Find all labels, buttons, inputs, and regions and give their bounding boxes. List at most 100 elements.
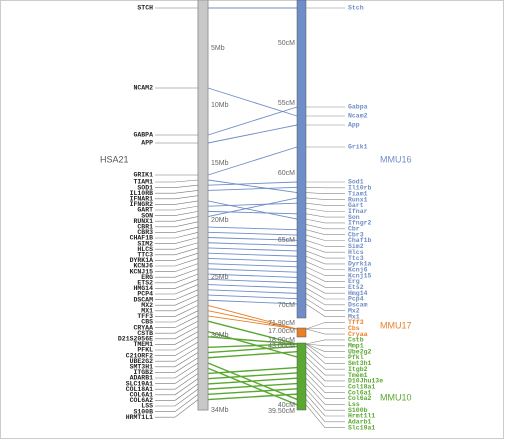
right-gene-tick — [305, 346, 345, 364]
left-gene-tick — [155, 352, 199, 368]
right-gene-tick — [305, 234, 345, 241]
right-gene-label: Sim2 — [348, 243, 364, 250]
left-gene-tick — [155, 268, 199, 278]
left-gene-tick — [155, 200, 199, 205]
homology-link — [207, 186, 298, 191]
right-gene-label: Dyrk1a — [348, 261, 372, 268]
right-gene-tick — [305, 287, 345, 300]
right-gene-tick — [305, 393, 345, 417]
right-gene-label: Cstb — [348, 337, 364, 344]
right-gene-label: Son — [348, 214, 360, 221]
right-gene-label: Pcp4 — [348, 296, 364, 303]
right-gene-label: Cbr — [348, 226, 360, 233]
right-gene-label: Sod1 — [348, 179, 364, 186]
right-gene-label: Chaf1b — [348, 237, 372, 244]
left-gene-label: CBR1 — [137, 224, 153, 231]
left-scale-label: 30Mb — [211, 332, 229, 339]
right-scale-label: 40cM — [278, 402, 295, 409]
right-scale-label: 39.50cM — [268, 408, 295, 415]
left-scale-label: 20Mb — [211, 217, 229, 224]
left-gene-label: ETS2 — [137, 280, 153, 287]
left-gene-tick — [155, 341, 199, 356]
right-gene-label: Smt3h1 — [348, 360, 372, 367]
right-gene-label: Cbs — [348, 325, 360, 332]
left-gene-tick — [155, 258, 199, 267]
left-gene-label: SON — [141, 212, 153, 219]
right-gene-tick — [305, 372, 345, 393]
right-gene-label: Lss — [348, 401, 360, 408]
left-gene-label: CRYAA — [133, 324, 153, 331]
left-gene-label: HMG14 — [133, 285, 153, 292]
left-gene-tick — [155, 399, 199, 418]
left-gene-tick — [155, 263, 199, 272]
homology-link — [207, 336, 298, 345]
right-gene-label: Ifngr2 — [348, 220, 372, 227]
left-gene-label: CHAF1B — [130, 235, 154, 242]
right-gene-label: Erg — [348, 278, 360, 285]
left-gene-label: COL6A2 — [130, 397, 154, 404]
left-gene-label: RUNX1 — [133, 218, 153, 225]
homology-link — [207, 330, 298, 358]
homology-link — [207, 367, 298, 406]
right-gene-tick — [305, 351, 345, 370]
left-gene-label: GART — [137, 207, 153, 214]
left-gene-tick — [155, 247, 199, 256]
right-segment-bar — [296, 327, 307, 338]
right-chromosome-name: MMU16 — [380, 154, 412, 164]
left-gene-label: IFNAR1 — [130, 196, 154, 203]
left-gene-label: UBE2G2 — [130, 358, 154, 365]
right-gene-tick — [305, 378, 345, 399]
homology-link — [207, 388, 298, 396]
left-gene-tick — [155, 362, 199, 379]
left-gene-label: COL6A1 — [130, 392, 154, 399]
right-gene-label: Tiam1 — [348, 190, 368, 197]
left-gene-tick — [155, 289, 199, 300]
left-gene-tick — [155, 242, 199, 250]
right-scale-label: 55cM — [278, 100, 295, 107]
left-gene-label: IFNGR2 — [130, 201, 154, 208]
right-gene-tick — [305, 383, 345, 405]
right-gene-tick — [305, 250, 345, 259]
right-gene-tick — [305, 328, 345, 335]
right-gene-label: Ets2 — [348, 284, 364, 291]
homology-link — [207, 289, 298, 294]
left-gene-tick — [155, 184, 199, 188]
right-gene-tick — [305, 192, 345, 194]
right-gene-label: Itgb2 — [348, 366, 368, 373]
right-gene-tick — [305, 343, 345, 347]
left-gene-tick — [155, 237, 199, 244]
left-gene-tick — [155, 190, 199, 194]
right-gene-tick — [305, 187, 345, 189]
right-gene-label: Slc19a1 — [348, 424, 375, 431]
left-gene-tick — [155, 195, 199, 200]
homology-link — [207, 252, 298, 257]
right-gene-tick — [305, 367, 345, 388]
right-segment-bar — [296, 0, 307, 319]
right-gene-label: Gabpa — [348, 104, 368, 111]
homology-link — [207, 315, 298, 330]
right-gene-label: Ube2g2 — [348, 348, 372, 355]
left-gene-label: IL10RB — [130, 190, 154, 197]
left-gene-label: MX2 — [141, 302, 153, 309]
left-gene-tick — [155, 221, 199, 228]
homology-link — [207, 200, 298, 220]
right-gene-tick — [305, 282, 345, 294]
left-gene-tick — [155, 179, 199, 183]
left-gene-label: C21ORF2 — [126, 352, 153, 359]
homology-link — [207, 247, 298, 252]
left-gene-tick — [155, 299, 199, 312]
right-gene-label: Pfkl — [348, 354, 364, 361]
right-gene-label: Mmp1 — [348, 343, 364, 350]
right-gene-tick — [305, 261, 345, 271]
homology-link — [207, 320, 298, 345]
right-gene-label: Il10rb — [348, 185, 372, 192]
hsa21-bar — [197, 0, 209, 411]
homology-link — [207, 393, 298, 401]
left-gene-label: ADARB1 — [130, 375, 154, 382]
left-gene-tick — [155, 305, 199, 317]
right-gene-tick — [305, 362, 345, 382]
left-gene-tick — [155, 315, 199, 328]
right-gene-label: S100b — [348, 407, 368, 414]
left-gene-label: TIAM1 — [133, 179, 153, 186]
